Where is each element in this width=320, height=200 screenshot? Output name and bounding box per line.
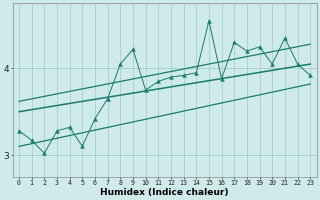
X-axis label: Humidex (Indice chaleur): Humidex (Indice chaleur): [100, 188, 229, 197]
